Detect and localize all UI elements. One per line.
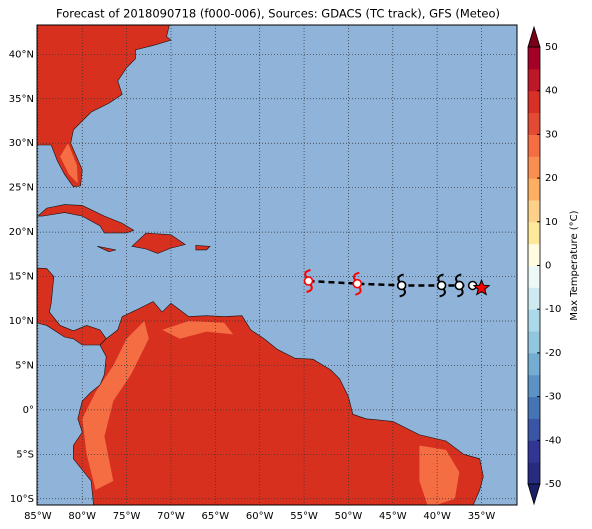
colorbar-band xyxy=(528,112,540,135)
colorbar-band xyxy=(528,221,540,245)
x-tick-label: 55°W xyxy=(290,511,318,522)
storm-eye xyxy=(454,280,465,291)
colorbar-extend-low xyxy=(527,483,541,506)
track xyxy=(303,269,491,298)
colorbar-tick-label: 0 xyxy=(545,261,551,272)
colorbar-band xyxy=(528,352,540,376)
x-tick-label: 50°W xyxy=(335,511,363,522)
storm-arms xyxy=(437,273,446,298)
y-tick-label: 20°N xyxy=(9,227,34,238)
storm-symbol xyxy=(303,269,314,293)
colorbar-band xyxy=(528,374,540,398)
colorbar-band xyxy=(528,462,540,485)
cuba xyxy=(37,204,135,234)
colorbar-tick-label: 40 xyxy=(545,86,558,97)
storm-symbol xyxy=(436,273,447,298)
colorbar-band xyxy=(528,156,540,179)
colorbar-label: Max Temperature (°C) xyxy=(569,210,580,320)
storm-arms xyxy=(455,273,464,298)
x-tick-label: 80°W xyxy=(68,511,96,522)
jamaica xyxy=(97,246,117,252)
colorbar-band xyxy=(528,134,540,157)
puerto-rico xyxy=(195,245,211,251)
y-tick-label: 5°S xyxy=(16,449,34,460)
florida-warm xyxy=(60,143,78,184)
colorbar-band xyxy=(528,265,540,288)
colorbar-tick-label: -20 xyxy=(545,348,561,359)
colorbar-band xyxy=(528,440,540,463)
storm-arms xyxy=(352,271,362,296)
colorbar-band xyxy=(528,199,540,223)
colorbar-tick-label: -30 xyxy=(545,392,561,403)
map-title: Forecast of 2018090718 (f000-006), Sourc… xyxy=(56,7,500,21)
storm-eye xyxy=(436,280,447,291)
storm-arms xyxy=(397,273,406,298)
central-america xyxy=(37,267,107,346)
colorbar-tick-label: 30 xyxy=(545,129,558,140)
colorbar-tick-label: -50 xyxy=(545,479,561,490)
colorbar-band xyxy=(528,331,540,354)
x-tick-label: 35°W xyxy=(468,511,496,522)
x-tick-label: 40°W xyxy=(423,511,451,522)
y-tick-label: 5°N xyxy=(15,360,34,371)
y-tick-label: 10°S xyxy=(10,494,34,505)
x-tick-label: 65°W xyxy=(202,511,230,522)
north-america xyxy=(37,25,172,188)
y-tick-label: 25°N xyxy=(9,183,34,194)
colorbar-band xyxy=(528,396,540,419)
colorbar: -50 -40 -30 -20 -10 0 10 20 30 40 50 Max Temperatur… xyxy=(527,25,580,506)
storm-eye xyxy=(396,280,407,291)
colorbar-tick-label: 10 xyxy=(545,217,558,228)
grid xyxy=(37,25,517,505)
colorbar-band xyxy=(528,178,540,201)
map-frame xyxy=(36,24,518,506)
y-tick-label: 35°N xyxy=(9,94,34,105)
hispaniola xyxy=(131,232,186,254)
storm-symbol xyxy=(396,273,407,298)
y-tick-label: 40°N xyxy=(9,49,34,60)
colorbar-band xyxy=(528,243,540,266)
y-tick-label: 10°N xyxy=(9,316,34,327)
x-tick-label: 85°W xyxy=(24,511,52,522)
x-tick-label: 60°W xyxy=(246,511,274,522)
x-tick-label: 75°W xyxy=(113,511,141,522)
colorbar-band xyxy=(528,309,540,332)
y-tick-label: 30°N xyxy=(9,138,34,149)
colorbar-tick-label: 20 xyxy=(545,173,558,184)
colorbar-band xyxy=(528,68,540,92)
colorbar-tick-label: 50 xyxy=(545,42,558,53)
colorbar-extend-high xyxy=(527,25,541,48)
colorbar-tick-label: -10 xyxy=(545,304,561,315)
colorbar-band xyxy=(528,47,540,70)
storm-arms xyxy=(304,269,313,293)
storm-symbol xyxy=(352,271,363,296)
storm-symbol xyxy=(454,273,465,298)
colorbar-tick-label: -40 xyxy=(545,435,561,446)
y-tick-label: 15°N xyxy=(9,272,34,283)
storm-eye xyxy=(303,276,314,286)
y-tick-label: 0° xyxy=(23,405,34,416)
colorbar-band xyxy=(528,90,540,114)
colorbar-band xyxy=(528,287,540,310)
x-tick-label: 70°W xyxy=(157,511,185,522)
brazil-warm xyxy=(419,445,460,505)
andes-warm xyxy=(82,321,149,490)
x-tick-label: 45°W xyxy=(379,511,407,522)
track-current xyxy=(472,278,491,296)
storm-eye xyxy=(352,278,363,289)
colorbar-band xyxy=(528,418,540,441)
